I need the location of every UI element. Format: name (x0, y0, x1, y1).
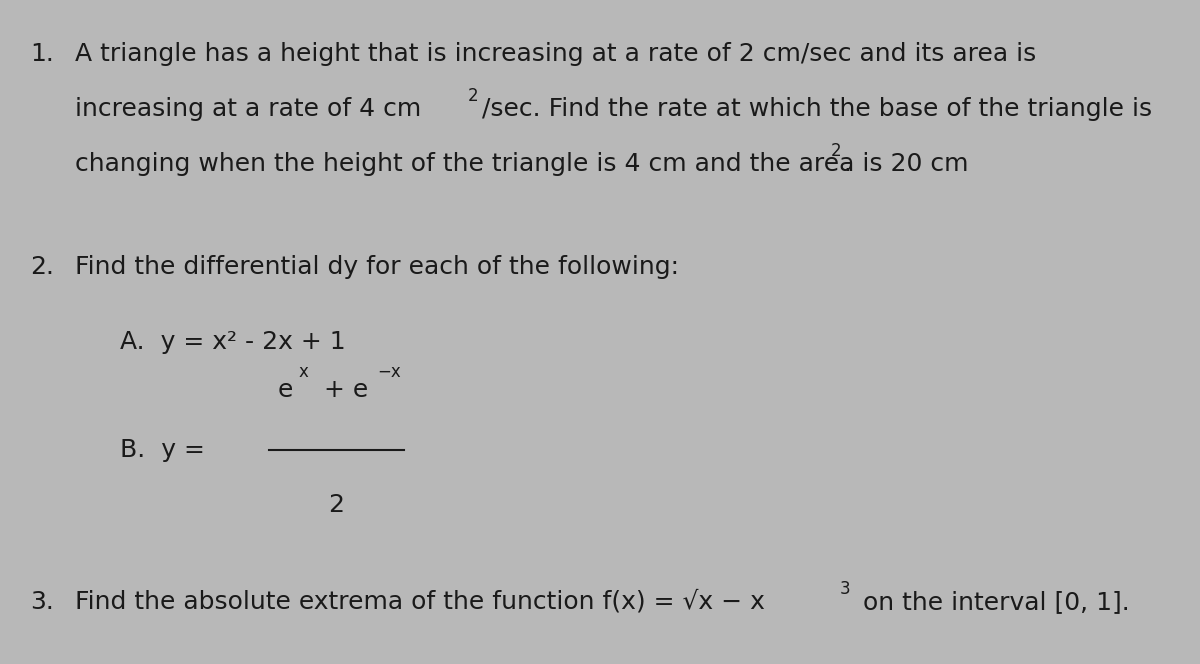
Text: B.  y =: B. y = (120, 438, 205, 462)
Text: 1.: 1. (30, 42, 54, 66)
Text: Find the differential dy for each of the following:: Find the differential dy for each of the… (74, 255, 679, 279)
Text: on the interval [0, 1].: on the interval [0, 1]. (854, 590, 1129, 614)
Text: .: . (844, 152, 852, 176)
Text: + e: + e (316, 378, 368, 402)
Text: A.  y = x² - 2x + 1: A. y = x² - 2x + 1 (120, 330, 346, 354)
Text: 3: 3 (840, 580, 850, 598)
Text: changing when the height of the triangle is 4 cm and the area is 20 cm: changing when the height of the triangle… (74, 152, 968, 176)
Text: 2: 2 (468, 87, 478, 105)
Text: 2.: 2. (30, 255, 54, 279)
Text: −x: −x (377, 363, 401, 381)
Text: 2: 2 (329, 493, 344, 517)
Text: Find the absolute extrema of the function f(x) = √x − x: Find the absolute extrema of the functio… (74, 590, 764, 614)
Text: 3.: 3. (30, 590, 54, 614)
Text: increasing at a rate of 4 cm: increasing at a rate of 4 cm (74, 97, 421, 121)
Text: e: e (277, 378, 293, 402)
Text: A triangle has a height that is increasing at a rate of 2 cm/sec and its area is: A triangle has a height that is increasi… (74, 42, 1037, 66)
Text: 2: 2 (830, 142, 841, 160)
Text: /sec. Find the rate at which the base of the triangle is: /sec. Find the rate at which the base of… (482, 97, 1152, 121)
Text: x: x (298, 363, 308, 381)
